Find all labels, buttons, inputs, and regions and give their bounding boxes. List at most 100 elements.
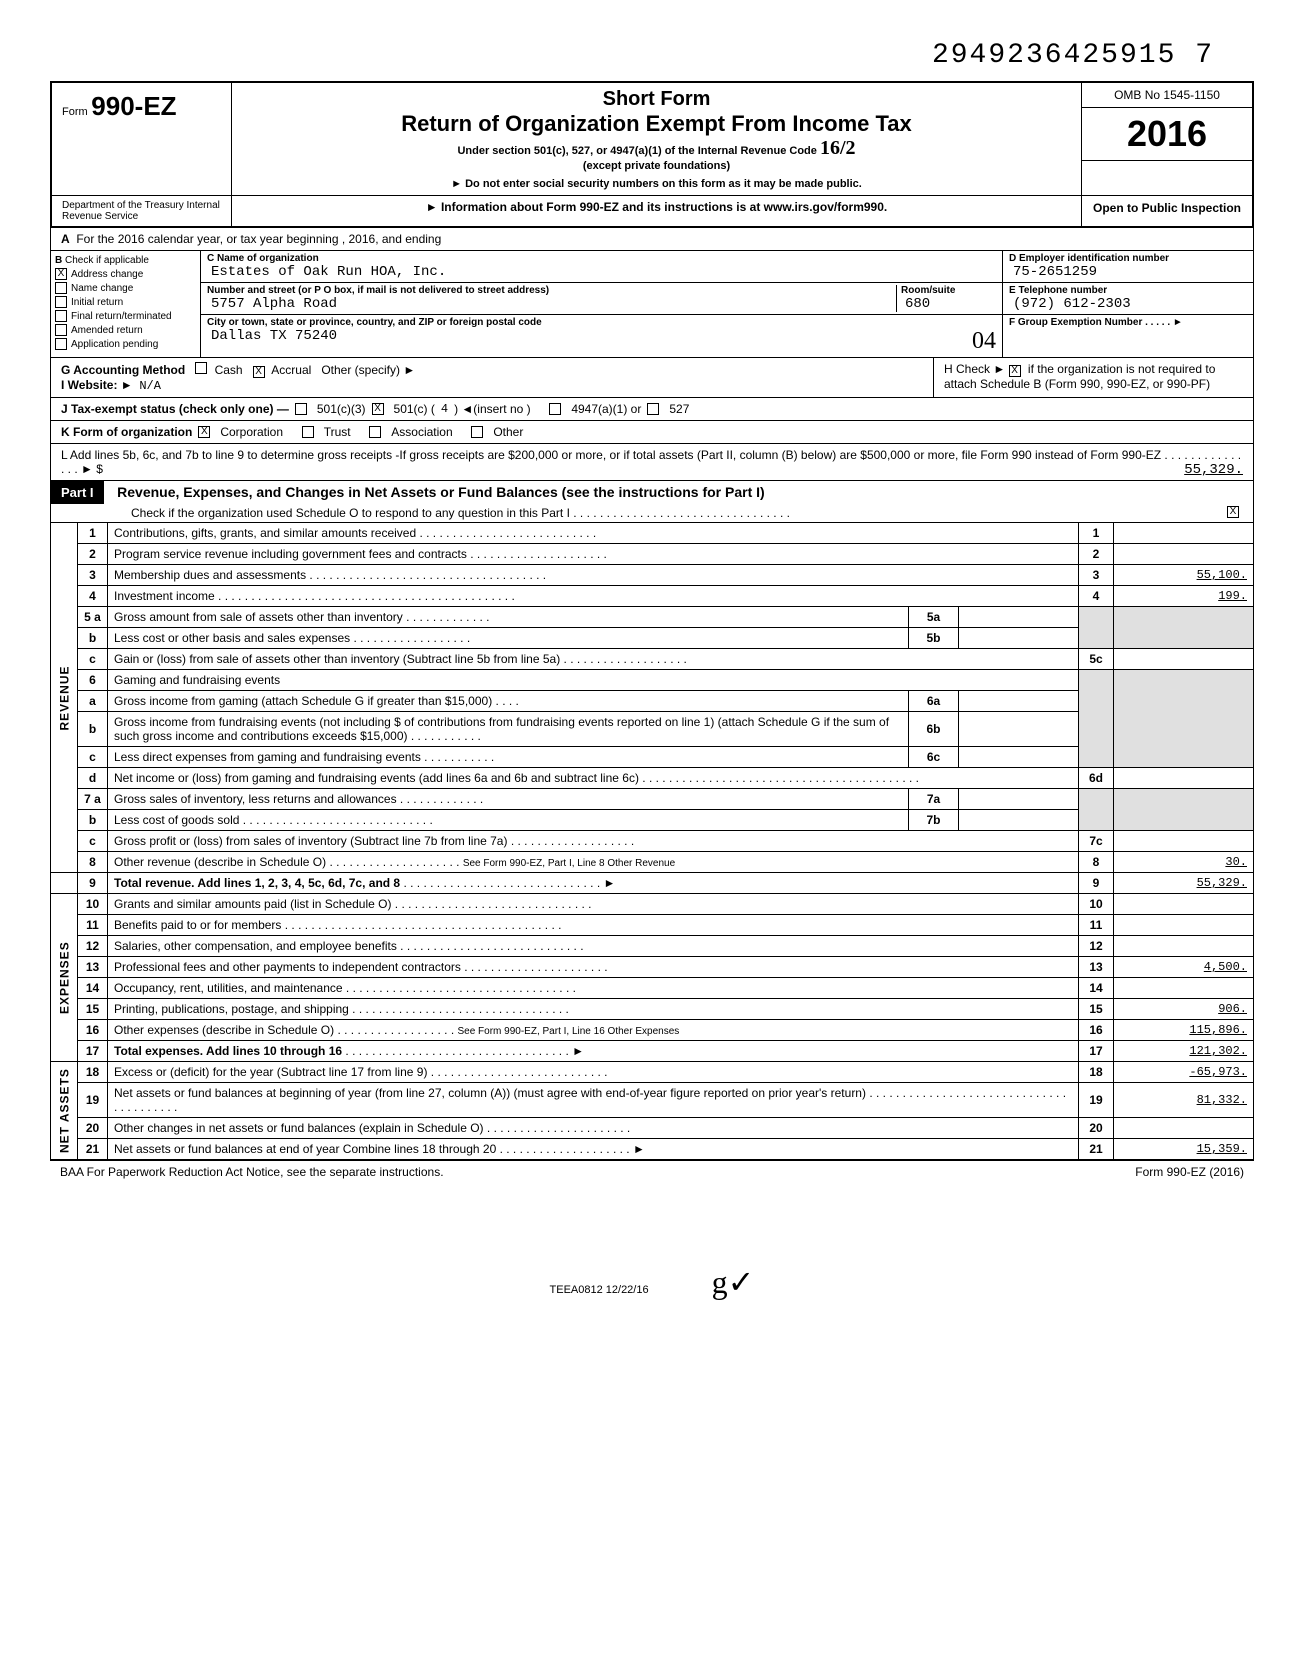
l8: Other revenue (describe in Schedule O)	[114, 855, 326, 869]
h-label: H Check ►	[944, 362, 1005, 376]
l10: Grants and similar amounts paid (list in…	[114, 897, 391, 911]
check-accrual[interactable]: X	[253, 366, 265, 378]
label-527: 527	[669, 402, 689, 416]
dept-label: Department of the Treasury Internal Reve…	[52, 196, 232, 226]
city: Dallas TX 75240	[207, 328, 337, 355]
l-value: 55,329.	[1103, 462, 1243, 478]
label-final: Final return/terminated	[71, 311, 172, 322]
row-a: A For the 2016 calendar year, or tax yea…	[50, 228, 1254, 251]
check-other-form[interactable]	[471, 426, 483, 438]
check-schedule-o[interactable]: X	[1227, 506, 1239, 518]
label-corp: Corporation	[220, 425, 283, 439]
l3-val: 55,100.	[1114, 565, 1254, 586]
check-corp[interactable]: X	[198, 426, 210, 438]
l21: Net assets or fund balances at end of ye…	[114, 1142, 496, 1156]
label-amended: Amended return	[71, 325, 143, 336]
label-501c3: 501(c)(3)	[317, 402, 366, 416]
l5b: Less cost or other basis and sales expen…	[114, 631, 350, 645]
l13: Professional fees and other payments to …	[114, 960, 461, 974]
l15: Printing, publications, postage, and shi…	[114, 1002, 349, 1016]
info-text: ► Information about Form 990-EZ and its …	[232, 196, 1082, 226]
l6a: Gross income from gaming (attach Schedul…	[114, 694, 492, 708]
form-header: Form 990-EZ Short Form Return of Organiz…	[50, 81, 1254, 195]
l11: Benefits paid to or for members	[114, 918, 281, 932]
phone: (972) 612-2303	[1009, 296, 1247, 312]
l7b: Less cost of goods sold	[114, 813, 239, 827]
warning-text: ► Do not enter social security numbers o…	[237, 178, 1076, 190]
form-number: 990-EZ	[91, 91, 176, 121]
except-text: (except private foundations)	[237, 160, 1076, 172]
l8-val: 30.	[1114, 852, 1254, 873]
check-trust[interactable]	[302, 426, 314, 438]
l12: Salaries, other compensation, and employ…	[114, 939, 397, 953]
l20: Other changes in net assets or fund bala…	[114, 1121, 484, 1135]
check-amended[interactable]	[55, 324, 67, 336]
l15-val: 906.	[1114, 999, 1254, 1020]
footer-form: Form 990-EZ (2016)	[1135, 1165, 1244, 1179]
check-4947[interactable]	[549, 403, 561, 415]
c-name-label: C Name of organization	[207, 253, 996, 264]
l7a: Gross sales of inventory, less returns a…	[114, 792, 397, 806]
street-label: Number and street (or P O box, if mail i…	[207, 285, 896, 296]
check-527[interactable]	[647, 403, 659, 415]
check-title: Check if applicable	[65, 255, 149, 266]
l3: Membership dues and assessments	[114, 568, 306, 582]
l21-val: 15,359.	[1114, 1139, 1254, 1160]
org-name: Estates of Oak Run HOA, Inc.	[207, 264, 996, 280]
street: 5757 Alpha Road	[207, 296, 896, 312]
l4: Investment income	[114, 589, 215, 603]
col-b-checks: B Check if applicable XAddress change Na…	[51, 251, 201, 357]
label-accrual: Accrual	[271, 363, 311, 377]
check-address[interactable]: X	[55, 268, 67, 280]
c-num: 4	[441, 402, 448, 416]
check-501c[interactable]: X	[372, 403, 384, 415]
check-h[interactable]: X	[1009, 365, 1021, 377]
check-assoc[interactable]	[369, 426, 381, 438]
check-501c3[interactable]	[295, 403, 307, 415]
tax-year: 2016	[1082, 108, 1252, 161]
l17: Total expenses. Add lines 10 through 16	[114, 1044, 342, 1058]
part1-label: Part I	[51, 481, 104, 504]
label-501c: 501(c) (	[394, 402, 435, 416]
omb-number: OMB No 1545-1150	[1082, 83, 1252, 108]
label-address: Address change	[71, 269, 143, 280]
return-title: Return of Organization Exempt From Incom…	[237, 111, 1076, 137]
ein: 75-2651259	[1009, 264, 1247, 280]
check-cash[interactable]	[195, 362, 207, 374]
label-other-method: Other (specify) ►	[321, 363, 415, 377]
insert-no: ) ◄(insert no )	[454, 402, 531, 416]
l16-ref: See Form 990-EZ, Part I, Line 16 Other E…	[457, 1026, 679, 1037]
subtitle: Under section 501(c), 527, or 4947(a)(1)…	[457, 145, 816, 157]
f-label: F Group Exemption Number . . . . . ►	[1009, 317, 1247, 328]
part1-title: Revenue, Expenses, and Changes in Net As…	[107, 480, 775, 504]
handwrite-section: 16/2	[820, 137, 856, 159]
l-text: L Add lines 5b, 6c, and 7b to line 9 to …	[61, 448, 1241, 476]
l16-val: 115,896.	[1114, 1020, 1254, 1041]
part1-check-text: Check if the organization used Schedule …	[131, 506, 790, 520]
check-pending[interactable]	[55, 338, 67, 350]
d-label: D Employer identification number	[1009, 253, 1247, 264]
label-pending: Application pending	[71, 339, 158, 350]
l5c: Gain or (loss) from sale of assets other…	[114, 652, 560, 666]
g-label: G Accounting Method	[61, 363, 185, 377]
k-label: K Form of organization	[61, 425, 192, 439]
l19: Net assets or fund balances at beginning…	[114, 1086, 866, 1100]
label-initial: Initial return	[71, 297, 123, 308]
l18: Excess or (deficit) for the year (Subtra…	[114, 1065, 427, 1079]
check-final[interactable]	[55, 310, 67, 322]
check-name[interactable]	[55, 282, 67, 294]
l4-val: 199.	[1114, 586, 1254, 607]
check-initial[interactable]	[55, 296, 67, 308]
l6: Gaming and fundraising events	[114, 673, 280, 687]
label-other-form: Other	[493, 425, 523, 439]
l13-val: 4,500.	[1114, 957, 1254, 978]
city-label: City or town, state or province, country…	[207, 317, 996, 328]
l6d: Net income or (loss) from gaming and fun…	[114, 771, 639, 785]
document-number: 2949236425915 7	[50, 40, 1254, 71]
l17-val: 121,302.	[1114, 1041, 1254, 1062]
l19-val: 81,332.	[1114, 1083, 1254, 1118]
l2: Program service revenue including govern…	[114, 547, 467, 561]
short-form-title: Short Form	[237, 88, 1076, 111]
footer-code: TEEA0812 12/22/16	[550, 1284, 649, 1296]
form-label: Form	[62, 106, 88, 118]
